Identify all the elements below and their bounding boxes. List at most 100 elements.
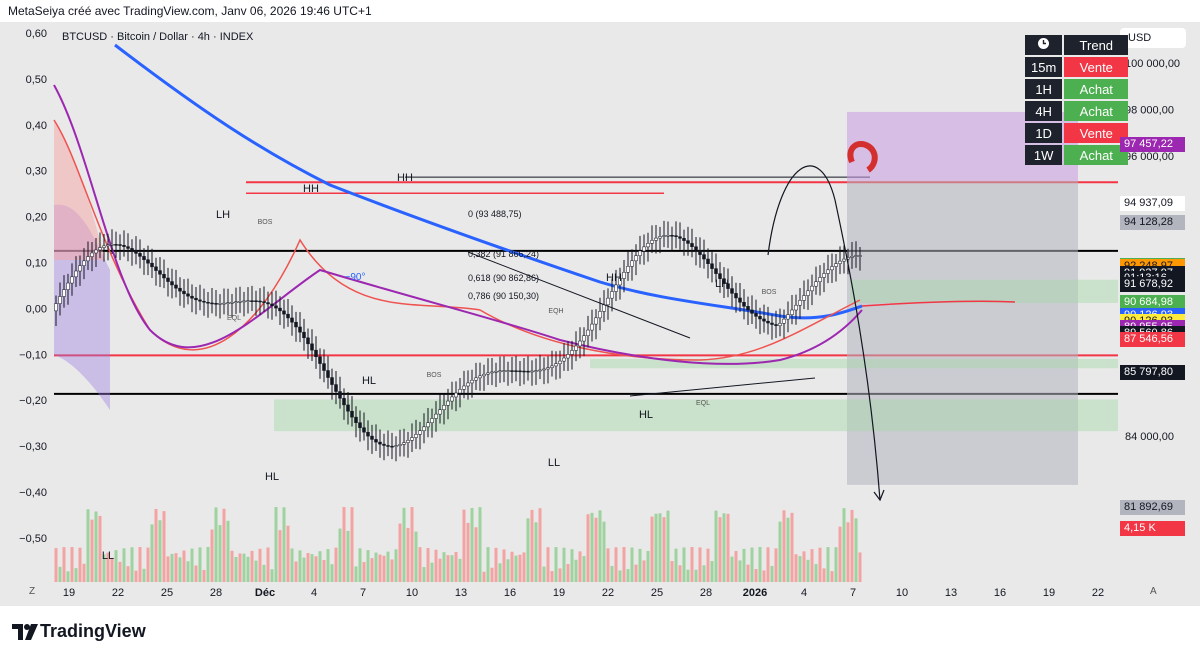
- volume-bar: [442, 552, 446, 582]
- candle-body: [350, 410, 354, 418]
- x-axis-tick: 22: [112, 587, 124, 599]
- trend-header: Trend: [1064, 35, 1129, 55]
- volume-bar: [402, 507, 406, 582]
- candle-body: [390, 445, 394, 448]
- volume-bar: [850, 509, 854, 582]
- volume-bar: [370, 558, 374, 582]
- autoscale-toggle[interactable]: A: [1150, 586, 1157, 597]
- candle-body: [422, 426, 426, 431]
- volume-bar: [686, 569, 690, 582]
- currency-selector[interactable]: USD: [1120, 28, 1186, 48]
- candle-body: [266, 302, 270, 305]
- candle-body: [454, 392, 458, 398]
- timezone-toggle[interactable]: Z: [29, 586, 36, 597]
- volume-bar: [174, 553, 178, 582]
- candle-body: [438, 409, 442, 415]
- left-axis-tick: 0,60: [26, 28, 47, 40]
- volume-bar: [194, 565, 198, 582]
- price-tag: 4,15 K: [1120, 520, 1185, 536]
- candle-body: [378, 441, 382, 445]
- trend-timeframe: 1H: [1025, 79, 1063, 99]
- volume-bar: [706, 548, 710, 582]
- candle-body: [498, 370, 502, 373]
- trend-signal: Vente: [1064, 123, 1129, 143]
- candle-body: [778, 323, 782, 326]
- x-axis-tick: 25: [651, 587, 663, 599]
- volume-bar: [250, 550, 254, 582]
- volume-bar: [374, 552, 378, 582]
- candle-body: [534, 370, 538, 372]
- x-axis-tick: 19: [1043, 587, 1055, 599]
- candle-body: [362, 427, 366, 433]
- volume-bar: [670, 561, 674, 582]
- candle-body: [214, 303, 218, 305]
- volume-bar: [62, 547, 66, 582]
- candle-body: [258, 300, 262, 303]
- volume-bar: [486, 547, 490, 582]
- volume-bar: [338, 528, 342, 582]
- volume-bar: [390, 559, 394, 582]
- volume-bar: [846, 522, 850, 582]
- price-tag: 87 546,56: [1120, 331, 1185, 347]
- candle-body: [134, 250, 138, 254]
- chart-area[interactable]: HH HH LH HL HL HH LH HL LL LL BOS BOS BOS EQH EQL EQL −9…: [0, 22, 1200, 606]
- candle-body: [250, 300, 254, 302]
- volume-bar: [838, 526, 842, 582]
- volume-bar: [322, 560, 326, 582]
- volume-bar: [258, 548, 262, 582]
- volume-bar: [798, 556, 802, 582]
- volume-bar: [330, 564, 334, 582]
- volume-bar: [558, 568, 562, 582]
- volume-bar: [246, 556, 250, 582]
- volume-bar: [470, 507, 474, 582]
- candle-body: [482, 373, 486, 377]
- volume-bar: [142, 568, 146, 582]
- volume-bar: [266, 547, 270, 582]
- left-axis-tick: −0,50: [19, 533, 47, 545]
- header-bar: MetaSeiya créé avec TradingView.com, Jan…: [0, 0, 1200, 22]
- volume-bar: [814, 563, 818, 582]
- annotation-label: −90°: [345, 272, 366, 283]
- volume-bar: [422, 567, 426, 582]
- volume-bar: [638, 548, 642, 582]
- price-tag: 91 678,92: [1120, 276, 1185, 292]
- candle-body: [810, 285, 814, 292]
- volume-bar: [618, 570, 622, 582]
- volume-bar: [606, 548, 610, 582]
- candle-body: [698, 250, 702, 255]
- volume-bar: [86, 509, 90, 582]
- x-axis-tick: Déc: [255, 587, 275, 599]
- candle-body: [610, 291, 614, 299]
- volume-bar: [90, 519, 94, 582]
- volume-bar: [162, 511, 166, 582]
- volume-bar: [498, 563, 502, 582]
- candle-body: [242, 300, 246, 303]
- candle-body: [234, 301, 238, 303]
- candle-body: [58, 296, 62, 304]
- volume-bar: [182, 550, 186, 582]
- candle-body: [802, 295, 806, 301]
- candle-body: [514, 370, 518, 372]
- candle-body: [726, 283, 730, 289]
- trend-table: Trend 15m Vente 1H Achat 4H Achat 1D Ven…: [1023, 33, 1130, 167]
- annotation-label: 0,618 (90 862,86): [468, 273, 539, 283]
- candle-body: [566, 354, 570, 359]
- volume-bar: [834, 547, 838, 582]
- annotation-label: EQH: [548, 308, 563, 315]
- candle-body: [834, 263, 838, 267]
- candle-body: [654, 237, 658, 241]
- volume-bar: [782, 510, 786, 582]
- volume-bar: [614, 547, 618, 582]
- volume-bar: [326, 549, 330, 582]
- annotation-label: 0,786 (90 150,30): [468, 291, 539, 301]
- candle-body: [334, 384, 338, 392]
- volume-bar: [210, 529, 214, 582]
- candle-body: [86, 256, 90, 262]
- candle-body: [586, 329, 590, 336]
- candle-body: [606, 297, 610, 306]
- volume-bar: [750, 547, 754, 582]
- price-tag: 90 684,98: [1120, 295, 1185, 311]
- candle-body: [642, 246, 646, 252]
- volume-bar: [94, 511, 98, 582]
- volume-bar: [218, 525, 222, 582]
